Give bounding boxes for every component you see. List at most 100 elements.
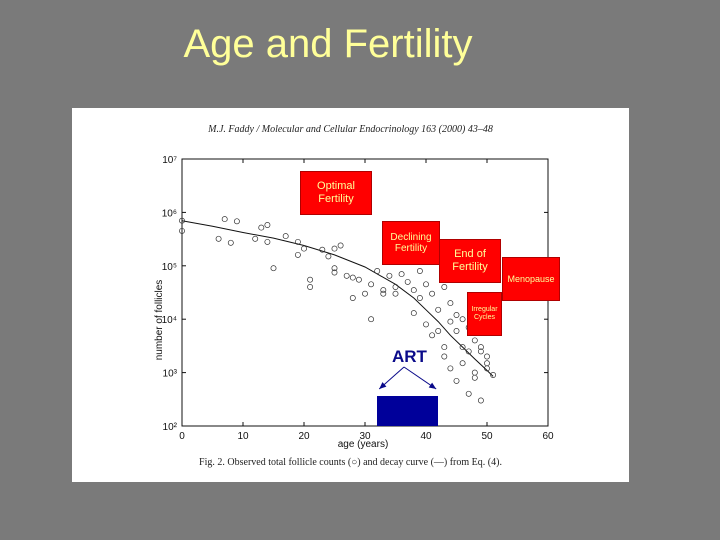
stage-declining-fertility: Declining Fertility [382, 221, 440, 265]
data-point [307, 284, 314, 290]
x-tick-label: 10 [237, 431, 249, 442]
data-point [301, 245, 307, 252]
data-point [368, 316, 375, 323]
data-point [410, 310, 417, 317]
x-tick-label: 40 [420, 431, 432, 442]
data-point [429, 332, 436, 339]
data-point [453, 377, 460, 384]
data-point [368, 281, 375, 288]
y-tick-label: 10⁷ [162, 155, 177, 166]
data-point [227, 239, 234, 246]
data-point [179, 227, 185, 234]
data-point [337, 242, 344, 249]
data-point [465, 390, 472, 397]
data-point [423, 281, 429, 288]
decay-curve [181, 220, 494, 377]
data-point [447, 318, 454, 325]
data-point [477, 344, 484, 351]
art-bar [377, 396, 439, 426]
data-point [294, 238, 301, 245]
data-point [398, 271, 405, 278]
data-point [349, 295, 356, 301]
data-point [477, 348, 484, 355]
figure-caption: Fig. 2. Observed total follicle counts (… [199, 457, 502, 468]
chart-ticks: 0 10 20 30 40 50 60 10² 10³ 10⁴ 10⁵ 10⁶ 10⁷ [162, 155, 554, 442]
data-point [484, 360, 490, 367]
data-point [392, 290, 399, 297]
art-label: ART [392, 347, 427, 366]
data-point [362, 290, 368, 297]
data-point [416, 268, 423, 274]
stage-irregular-cycles: Irregular Cycles [467, 292, 502, 336]
y-tick-label: 10² [163, 422, 178, 433]
data-point [423, 321, 429, 328]
data-point [484, 365, 490, 372]
data-point [453, 328, 460, 334]
data-point [380, 290, 387, 297]
data-point [319, 246, 326, 253]
x-tick-label: 20 [298, 431, 310, 442]
data-point [471, 369, 478, 376]
y-tick-label: 10⁵ [162, 262, 177, 273]
data-point [252, 235, 259, 242]
data-point [258, 224, 265, 231]
data-point [459, 360, 466, 367]
data-point [380, 287, 387, 294]
data-point [490, 372, 497, 378]
data-point [331, 265, 338, 272]
y-tick-label: 10³ [163, 369, 178, 380]
data-point [331, 245, 338, 252]
data-point [386, 272, 393, 279]
data-point [441, 284, 448, 290]
stage-menopause: Menopause [502, 257, 560, 301]
x-tick-label: 60 [542, 431, 554, 442]
data-point [435, 328, 442, 334]
data-point [343, 272, 350, 279]
x-tick-label: 30 [359, 431, 371, 442]
figure-panel: M.J. Faddy / Molecular and Cellular Endo… [72, 108, 629, 482]
stage-end-of-fertility: End of Fertility [439, 239, 501, 283]
data-point [179, 217, 185, 224]
data-point [465, 348, 472, 355]
data-point [355, 276, 362, 283]
data-point [459, 344, 466, 351]
chart-curve [181, 220, 494, 377]
data-point [331, 269, 338, 276]
data-point [215, 235, 222, 242]
data-point [447, 365, 454, 372]
stage-optimal-fertility: Optimal Fertility [300, 171, 372, 215]
art-arrowhead [379, 382, 387, 389]
x-tick-label: 0 [179, 431, 185, 442]
data-point [471, 374, 478, 381]
x-tick-label: 50 [481, 431, 493, 442]
data-point [441, 344, 448, 351]
slide-title: Age and Fertility [183, 22, 473, 66]
chart-points [179, 216, 497, 404]
follicle-chart: 0 10 20 30 40 50 60 10² 10³ 10⁴ 10⁵ 10⁶ 10⁷ age (yea… [154, 155, 554, 450]
data-point [264, 238, 271, 245]
data-point [233, 218, 240, 225]
y-tick-label: 10⁶ [162, 208, 177, 219]
data-point [410, 287, 417, 294]
data-point [471, 337, 478, 344]
journal-header: M.J. Faddy / Molecular and Cellular Endo… [208, 124, 493, 135]
x-axis-title: age (years) [338, 439, 389, 450]
y-axis-title: number of follicles [154, 280, 165, 361]
art-arrows [378, 366, 437, 390]
data-point [429, 290, 436, 297]
data-point [392, 284, 399, 290]
data-point [221, 216, 228, 223]
data-point [484, 353, 490, 360]
data-point [349, 274, 356, 281]
data-point [453, 312, 460, 318]
data-point [435, 306, 442, 313]
data-point [477, 397, 484, 404]
data-point [270, 265, 277, 272]
art-arrowhead [428, 382, 437, 389]
data-point [416, 295, 423, 301]
data-point [404, 278, 411, 285]
data-point [459, 316, 466, 323]
data-point [374, 268, 381, 274]
y-tick-label: 10⁴ [162, 315, 177, 326]
data-point [325, 253, 332, 260]
